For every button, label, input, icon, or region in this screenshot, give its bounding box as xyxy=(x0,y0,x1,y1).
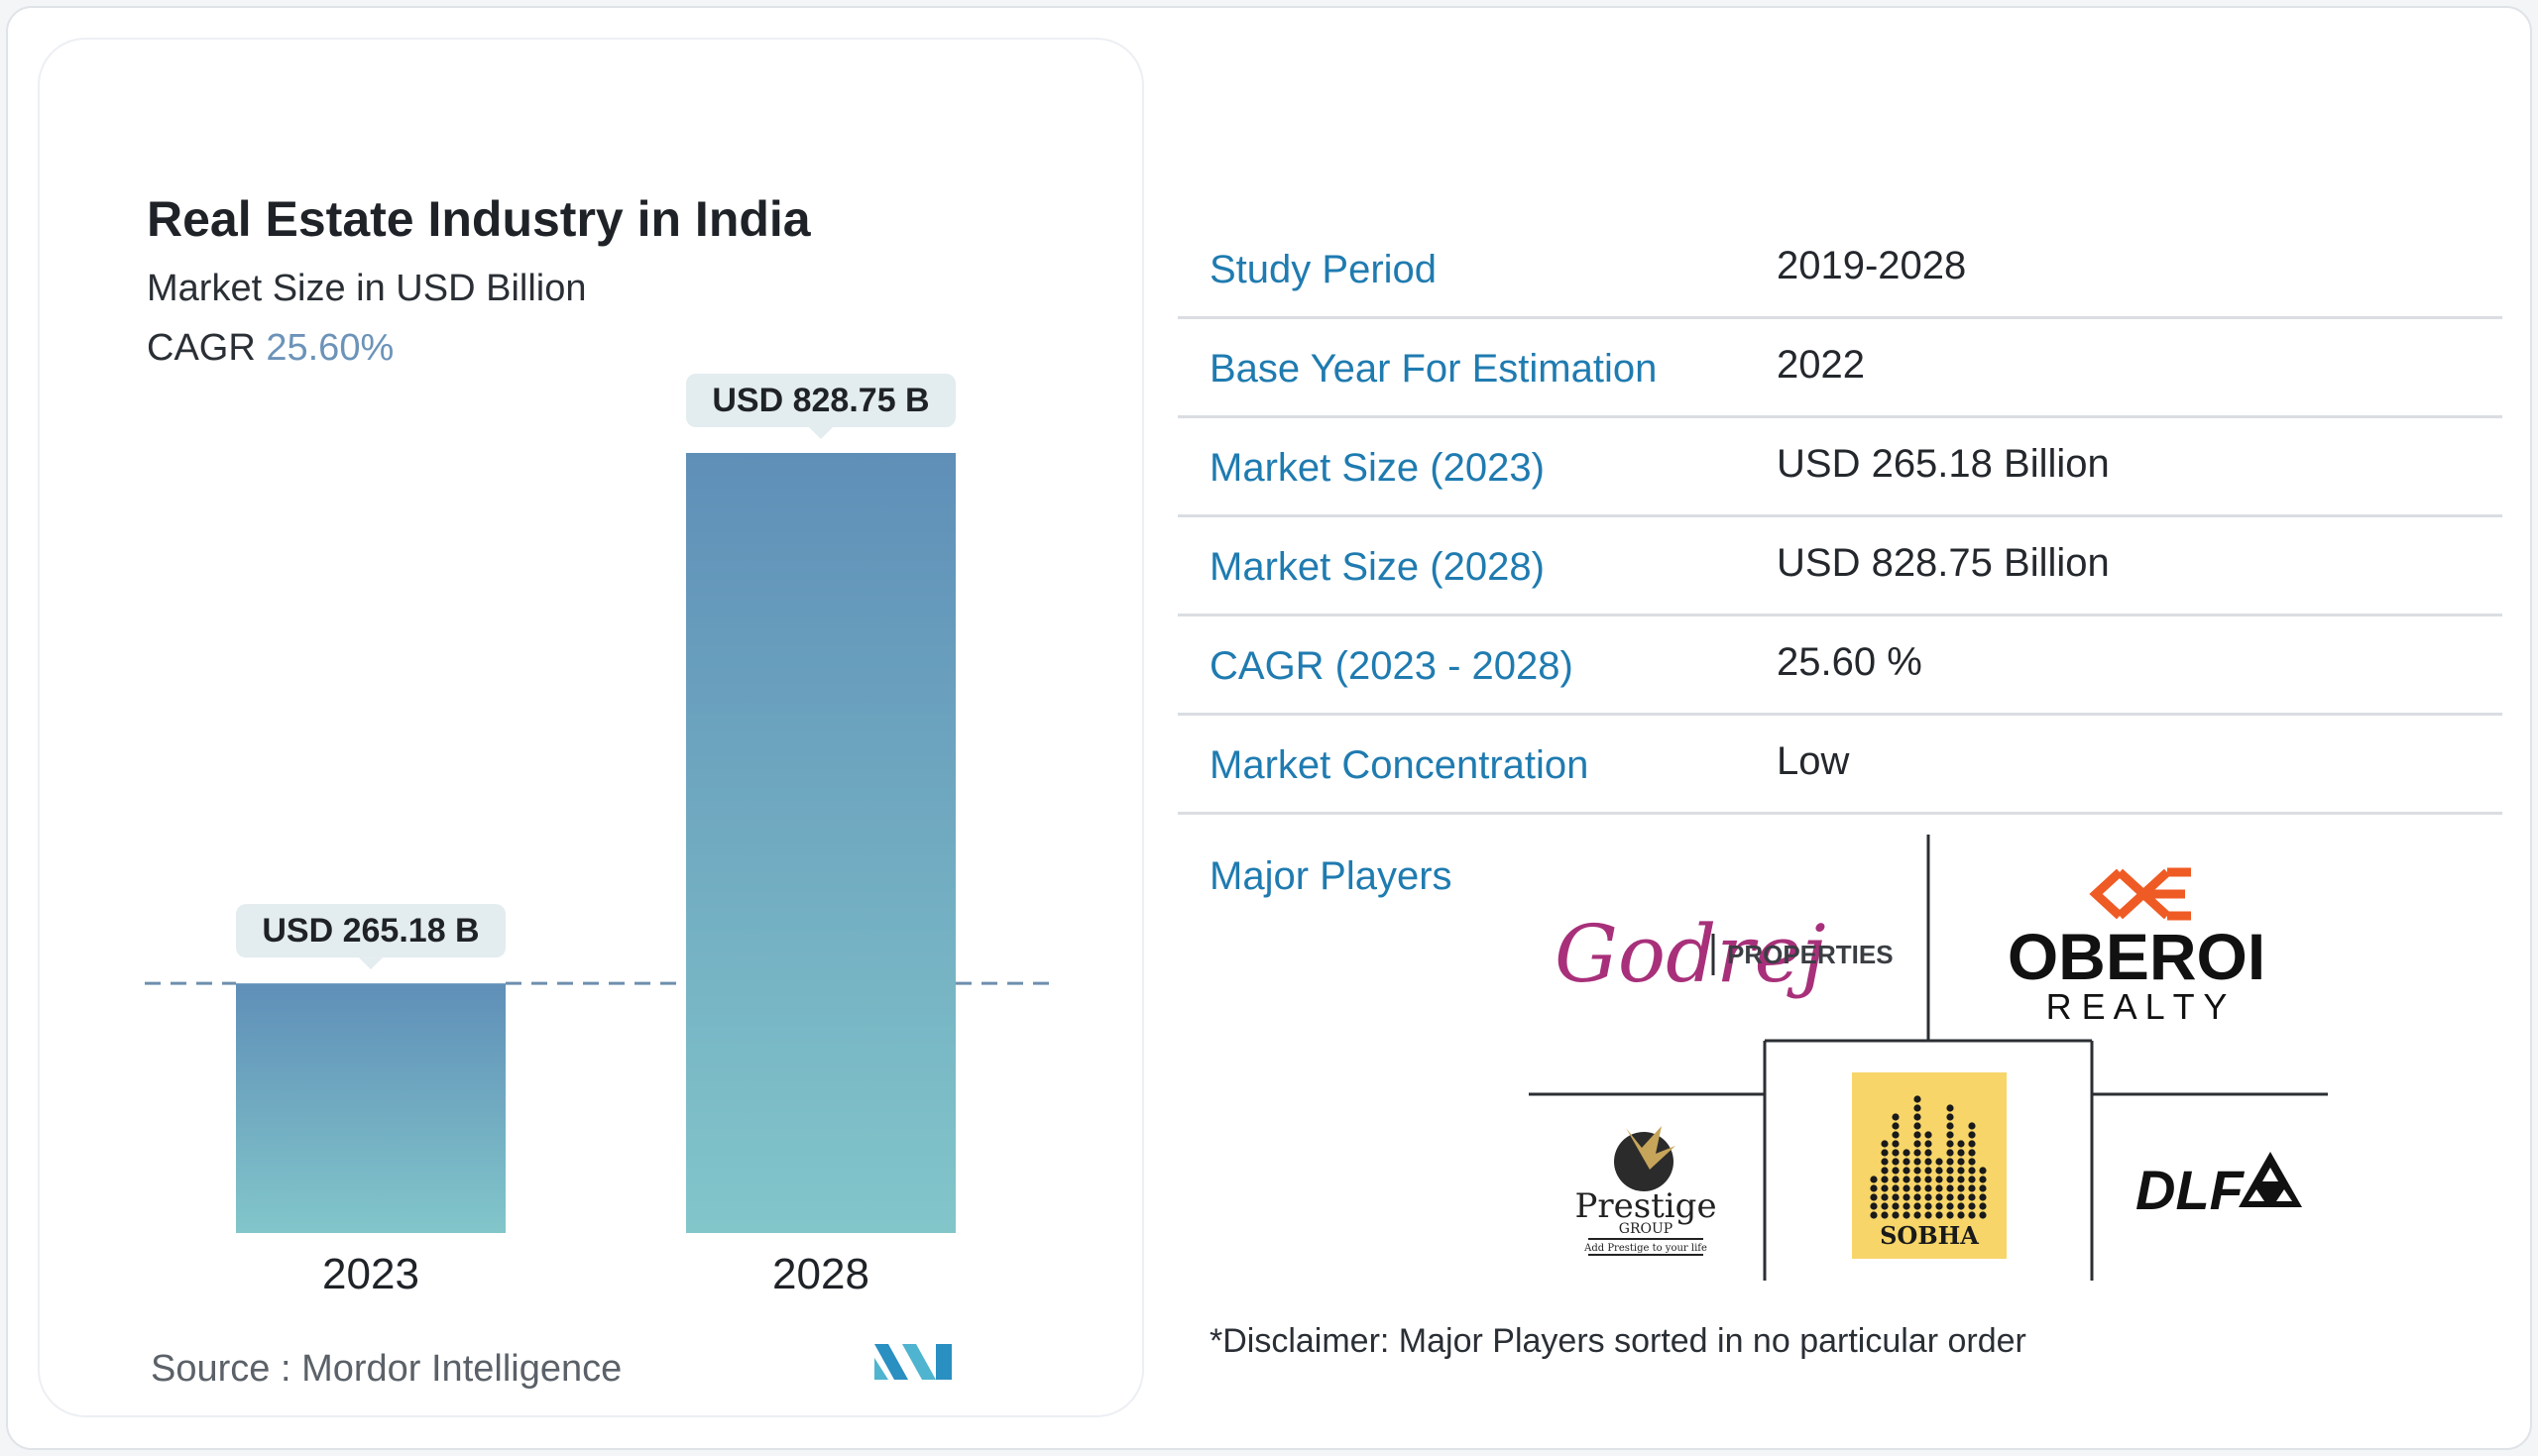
x-tick-label: 2023 xyxy=(322,1250,419,1298)
data-label-bubble xyxy=(686,374,956,427)
row-label: Base Year For Estimation xyxy=(1210,347,1658,391)
godrej-properties-logo: Godrej PROPERTIES xyxy=(1555,908,1894,1000)
market-info-table: Study Period 2019-2028 Base Year For Est… xyxy=(1178,220,2502,815)
source-note: Source : Mordor Intelligence xyxy=(151,1348,623,1390)
table-row: CAGR (2023 - 2028) 25.60 % xyxy=(1178,616,2502,716)
row-value: 25.60 % xyxy=(1777,640,1922,684)
prestige-text: Prestige xyxy=(1574,1186,1716,1226)
realty-text: R E A L T Y xyxy=(2046,986,2228,1027)
prestige-group-logo: Prestige GROUP Add Prestige to your life xyxy=(1574,1126,1717,1256)
chart-title: Real Estate Industry in India xyxy=(147,191,811,247)
row-label: Study Period xyxy=(1210,248,1438,291)
godrej-script: Godrej xyxy=(1555,908,1826,1000)
data-label: USD 265.18 B xyxy=(262,912,479,950)
sobha-pattern-icon xyxy=(1870,1095,1987,1219)
x-tick-label: 2028 xyxy=(772,1250,869,1298)
bar-2023 xyxy=(236,983,506,1233)
data-label-bubble xyxy=(236,904,506,958)
bar-chart: USD 265.18 B 2023 USD 828.75 B 2028 xyxy=(145,374,1051,1298)
row-value: Low xyxy=(1777,739,1850,783)
disclaimer-note: *Disclaimer: Major Players sorted in no … xyxy=(1210,1322,2026,1360)
chart-subtitle: Market Size in USD Billion xyxy=(147,268,587,309)
data-label: USD 828.75 B xyxy=(712,382,929,419)
table-row: Market Size (2023) USD 265.18 Billion xyxy=(1178,418,2502,517)
sobha-logo: SOBHA xyxy=(1852,1072,2007,1259)
dlf-logo: DLF xyxy=(2135,1152,2302,1221)
prestige-tagline: Add Prestige to your life xyxy=(1583,1243,1707,1254)
cagr-line: CAGR 25.60% xyxy=(147,327,394,370)
row-label: CAGR (2023 - 2028) xyxy=(1210,644,1573,688)
oberoi-realty-logo: OBEROI R E A L T Y xyxy=(2008,867,2265,1027)
oberoi-text: OBEROI xyxy=(2008,920,2265,993)
sobha-text: SOBHA xyxy=(1880,1221,1979,1250)
row-label: Market Size (2023) xyxy=(1210,446,1545,490)
row-value: USD 265.18 Billion xyxy=(1777,442,2110,486)
data-label-pointer xyxy=(809,427,833,439)
dlf-text: DLF xyxy=(2135,1159,2246,1221)
row-value: 2019-2028 xyxy=(1777,244,1967,287)
bar-2028 xyxy=(686,453,956,1233)
row-value: USD 828.75 Billion xyxy=(1777,541,2110,585)
table-row: Base Year For Estimation 2022 xyxy=(1178,319,2502,418)
table-row: Study Period 2019-2028 xyxy=(1178,220,2502,319)
prestige-group-text: GROUP xyxy=(1619,1221,1673,1237)
row-label: Market Concentration xyxy=(1210,743,1589,787)
table-row: Market Concentration Low xyxy=(1178,716,2502,815)
godrej-properties-text: PROPERTIES xyxy=(1727,940,1894,969)
table-row: Market Size (2028) USD 828.75 Billion xyxy=(1178,517,2502,616)
data-label-pointer xyxy=(359,957,383,970)
cagr-value: 25.60% xyxy=(266,327,395,369)
prestige-emblem-icon xyxy=(1614,1132,1673,1191)
row-label: Market Size (2028) xyxy=(1210,545,1545,589)
row-value: 2022 xyxy=(1777,343,1865,387)
cagr-label: CAGR xyxy=(147,327,256,369)
chart-card xyxy=(38,38,1144,1417)
oberoi-mark-icon xyxy=(2089,867,2191,921)
major-players-heading: Major Players xyxy=(1210,854,1452,898)
mordor-intelligence-logo-icon xyxy=(874,1344,952,1380)
